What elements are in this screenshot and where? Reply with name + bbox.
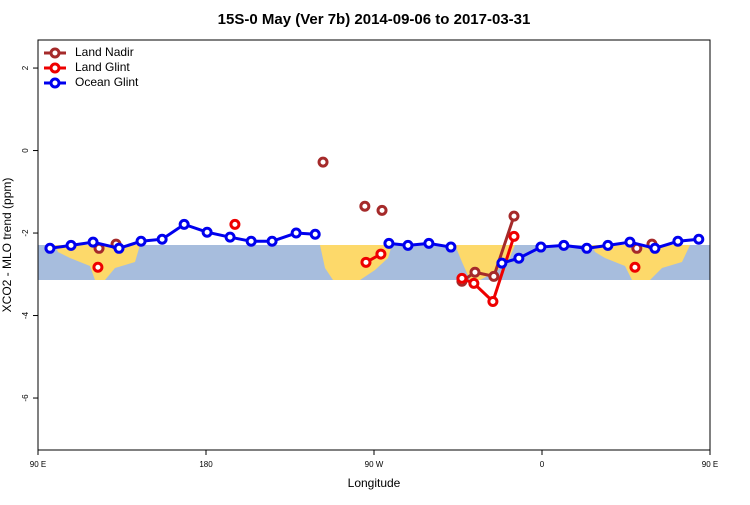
data-point xyxy=(535,241,547,253)
data-point xyxy=(92,261,104,273)
data-point xyxy=(87,236,99,248)
data-point xyxy=(317,156,329,168)
data-point xyxy=(508,230,520,242)
data-point xyxy=(376,204,388,216)
data-point xyxy=(602,239,614,251)
data-point xyxy=(309,228,321,240)
data-point xyxy=(468,277,480,289)
series-line xyxy=(461,215,516,283)
data-point xyxy=(672,235,684,247)
legend-marker xyxy=(49,77,61,89)
data-point xyxy=(266,235,278,247)
data-point xyxy=(487,296,499,308)
data-point xyxy=(178,218,190,230)
data-point xyxy=(375,248,387,260)
y-axis-label: XCO2 - MLO trend (ppm) xyxy=(0,178,14,313)
data-point xyxy=(224,231,236,243)
x-tick-label: 0 xyxy=(540,460,545,469)
x-tick-label: 90 E xyxy=(702,460,718,469)
data-point xyxy=(469,266,481,278)
data-point xyxy=(693,233,705,245)
data-point xyxy=(445,241,457,253)
data-point xyxy=(496,257,508,269)
y-tick-label: 0 xyxy=(21,148,30,153)
data-point xyxy=(423,237,435,249)
data-point xyxy=(649,242,661,254)
data-point xyxy=(508,210,520,222)
data-point xyxy=(135,235,147,247)
data-point xyxy=(245,235,257,247)
data-point xyxy=(201,226,213,238)
data-point xyxy=(113,242,125,254)
data-point xyxy=(229,218,241,230)
legend-marker xyxy=(49,62,61,74)
x-axis-label: Longitude xyxy=(348,476,401,490)
data-point xyxy=(44,242,56,254)
data-point xyxy=(402,239,414,251)
data-point xyxy=(488,270,500,282)
y-tick-label: 2 xyxy=(21,65,30,70)
data-point xyxy=(558,239,570,251)
y-tick-label: -6 xyxy=(21,394,30,402)
data-point xyxy=(513,252,525,264)
data-point xyxy=(65,239,77,251)
x-tick-label: 90 W xyxy=(365,460,384,469)
y-tick-label: -4 xyxy=(21,311,30,319)
x-tick-label: 90 E xyxy=(30,460,46,469)
y-tick-label: -2 xyxy=(21,229,30,237)
map-band xyxy=(38,245,710,280)
data-point xyxy=(624,236,636,248)
series-line xyxy=(388,241,452,249)
data-point xyxy=(383,237,395,249)
data-point xyxy=(290,227,302,239)
data-point xyxy=(629,261,641,273)
legend-label: Land Glint xyxy=(75,60,130,74)
series-line xyxy=(461,235,516,305)
data-point xyxy=(156,233,168,245)
legend-marker xyxy=(49,47,61,59)
legend-label: Ocean Glint xyxy=(75,75,139,89)
series-line xyxy=(501,237,699,265)
chart-title: 15S-0 May (Ver 7b) 2014-09-06 to 2017-03… xyxy=(218,11,531,28)
data-point xyxy=(359,200,371,212)
data-point xyxy=(581,242,593,254)
legend-label: Land Nadir xyxy=(75,45,134,59)
data-point xyxy=(360,256,372,268)
data-point xyxy=(456,272,468,284)
x-tick-label: 180 xyxy=(199,460,213,469)
